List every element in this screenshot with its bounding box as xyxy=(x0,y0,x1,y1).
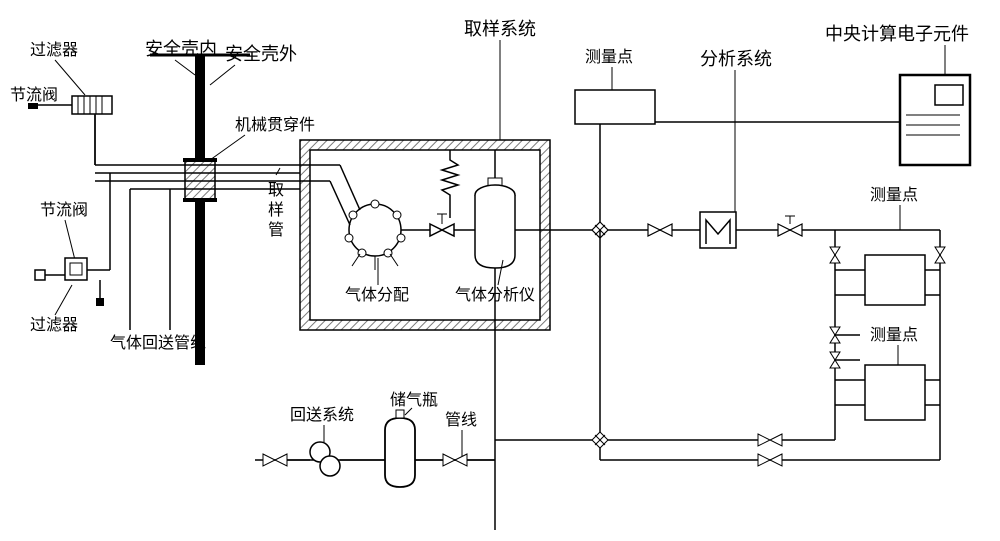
central-computing-label: 中央计算电子元件 xyxy=(825,24,969,44)
sampling-pipe-label-2: 样 xyxy=(268,201,284,219)
valve-left-m-icon xyxy=(648,224,672,236)
title-label: 取样系统 xyxy=(464,19,536,39)
throttle-top-icon xyxy=(28,103,38,109)
filter-top-leader xyxy=(55,60,85,95)
gas-distribution-label: 气体分配 xyxy=(345,286,409,304)
return-system-label: 回送系统 xyxy=(290,406,354,424)
measure-box-r2 xyxy=(865,365,925,420)
diagram-canvas: 取样系统 安全壳内 安全壳外 机械贯穿件 取 样 管 过滤器 xyxy=(0,0,1000,541)
penetration-leader xyxy=(210,135,245,160)
gas-bottle-icon xyxy=(385,410,415,487)
containment-wall xyxy=(150,55,250,365)
penetration-label: 机械贯穿件 xyxy=(235,116,315,134)
valve-right-m-icon xyxy=(778,216,802,236)
throttle-bottom-label: 节流阀 xyxy=(40,201,88,219)
pipeline-label: 管线 xyxy=(445,411,477,429)
analysis-module-icon xyxy=(700,212,736,248)
measure-point-r2-label: 测量点 xyxy=(870,326,918,344)
in-leader xyxy=(175,60,195,75)
return-valve-left-icon xyxy=(263,454,287,466)
filter-top-label: 过滤器 xyxy=(30,41,78,59)
throttle-bottom-icon xyxy=(35,258,87,280)
measure-point-top-label: 测量点 xyxy=(585,48,633,66)
measure-point-r1-label: 测量点 xyxy=(870,186,918,204)
filter-bottom-label: 过滤器 xyxy=(30,316,78,334)
central-computing-icon xyxy=(900,75,970,165)
out-leader xyxy=(210,65,235,85)
containment-in-label: 安全壳内 xyxy=(145,39,217,59)
analysis-system-label: 分析系统 xyxy=(700,49,772,69)
return-system-icon xyxy=(310,442,340,476)
sampling-pipe-label-3: 管 xyxy=(268,221,284,239)
throttle-top-label: 节流阀 xyxy=(10,86,58,104)
measure-point-top-box xyxy=(575,90,655,124)
containment-out-label: 安全壳外 xyxy=(225,44,297,64)
filter-top-icon xyxy=(72,96,112,114)
gas-return-line-label: 气体回送管线 xyxy=(110,334,206,352)
gas-bottle-label: 储气瓶 xyxy=(390,391,438,409)
return-valve-right-icon xyxy=(443,454,467,466)
sampling-pipe-label-1: 取 xyxy=(268,182,284,199)
measure-box-r1 xyxy=(865,255,925,305)
gas-analyzer-label: 气体分析仪 xyxy=(455,286,535,304)
